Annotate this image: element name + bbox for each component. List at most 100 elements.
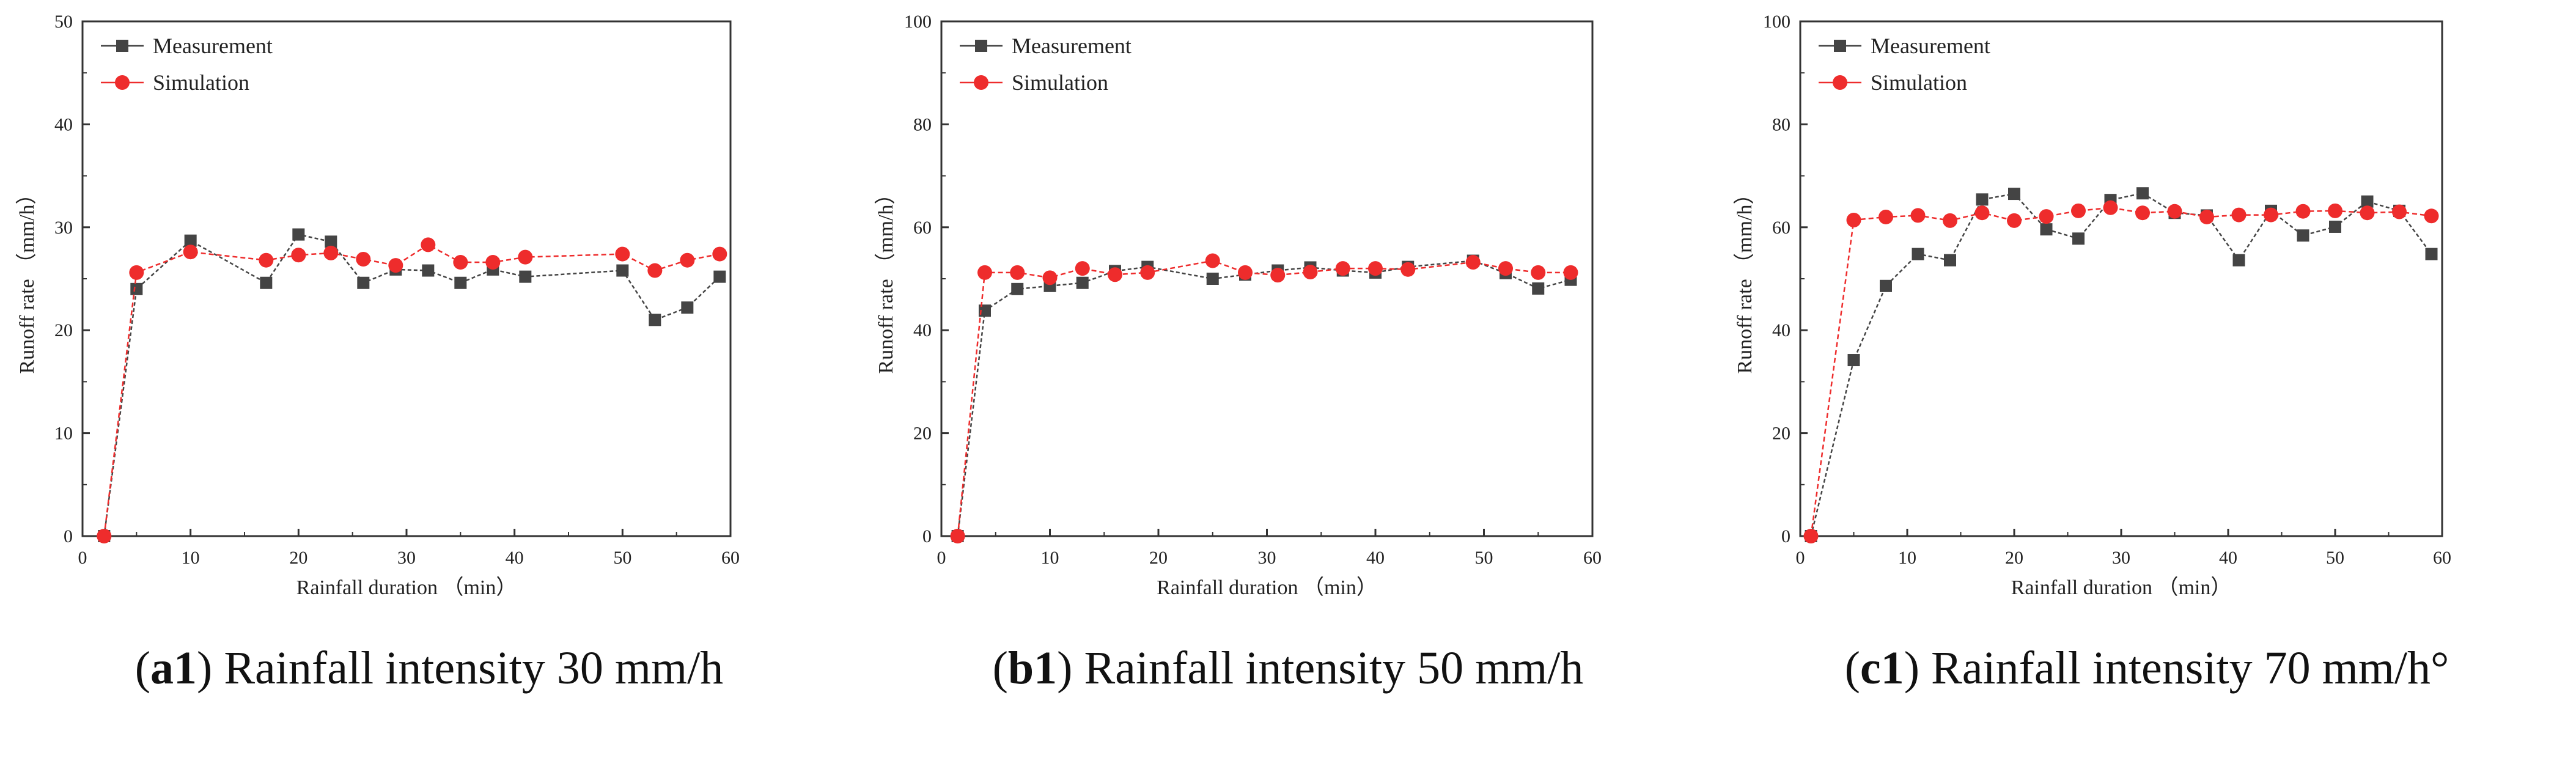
legend-marker-square — [116, 40, 128, 52]
data-point-simulation — [2392, 204, 2407, 219]
data-point-simulation — [453, 255, 468, 270]
data-point-measurement — [681, 301, 694, 314]
series-simulation — [950, 253, 1578, 543]
x-tick-label: 10 — [1898, 548, 1916, 568]
data-point-simulation — [2424, 208, 2439, 224]
chart-a1: 0 10 20 30 40 50 60 0 10 20 30 40 50 Rainfall duratio… — [15, 12, 740, 599]
data-point-measurement — [357, 276, 370, 289]
y-tick-label: 40 — [1772, 320, 1790, 340]
data-point-measurement — [260, 276, 273, 289]
plot-frame — [940, 20, 1594, 537]
legend: Measurement Simulation — [101, 34, 273, 95]
legend: Measurement Simulation — [1819, 34, 1990, 95]
data-point-simulation — [183, 245, 198, 260]
x-tick-label: 40 — [1366, 548, 1385, 568]
data-point-measurement — [1912, 248, 1924, 260]
series-measurement — [1805, 187, 2438, 542]
y-tick-label: 60 — [913, 218, 932, 238]
data-point-simulation — [1238, 265, 1253, 280]
x-tick-label: 20 — [2005, 548, 2023, 568]
x-tick-label: 10 — [182, 548, 200, 568]
x-axis-label: Rainfall duration （min） — [1157, 576, 1377, 599]
data-point-simulation — [615, 246, 630, 262]
x-tick-label: 30 — [2112, 548, 2130, 568]
y-axis-label: Runoff rate （mm/h） — [15, 184, 39, 374]
x-tick-label: 0 — [78, 548, 87, 568]
data-point-simulation — [97, 529, 112, 543]
caption-b1: (b1) Rainfall intensity 50 mm/h — [992, 642, 1584, 694]
data-point-simulation — [2360, 205, 2375, 221]
caption-c1: (c1) Rainfall intensity 70 mm/h° — [1844, 642, 2449, 694]
data-point-measurement — [2136, 187, 2149, 200]
data-point-simulation — [2103, 200, 2118, 215]
x-axis-label: Rainfall duration （min） — [296, 576, 517, 599]
data-point-measurement — [1880, 279, 1892, 292]
panel-c1: 0 10 20 30 40 50 60 0 20 40 60 80 100 Rainfall durati… — [1718, 0, 2576, 758]
y-tick-label: 0 — [1781, 526, 1790, 546]
data-point-simulation — [1042, 270, 1058, 285]
data-point-measurement — [184, 234, 197, 247]
data-point-simulation — [2039, 209, 2054, 224]
data-point-simulation — [1010, 265, 1025, 280]
data-point-simulation — [388, 258, 403, 273]
data-point-simulation — [2071, 203, 2086, 218]
data-point-simulation — [1465, 255, 1481, 270]
data-point-simulation — [2295, 204, 2311, 219]
y-tick-label: 10 — [54, 424, 73, 444]
data-point-simulation — [518, 249, 533, 265]
y-tick-label: 60 — [1772, 218, 1790, 238]
data-point-simulation — [1803, 529, 1819, 543]
data-point-simulation — [1531, 265, 1546, 280]
x-tick-label: 40 — [506, 548, 524, 568]
data-point-simulation — [1140, 265, 1155, 280]
data-point-simulation — [1335, 261, 1350, 276]
data-point-simulation — [712, 246, 727, 262]
data-point-simulation — [291, 248, 306, 263]
x-tick-label: 50 — [2326, 548, 2344, 568]
panel-b1: 0 10 20 30 40 50 60 0 20 40 60 80 100 Rainfall durati… — [859, 0, 1717, 758]
x-tick-label: 40 — [2219, 548, 2237, 568]
plot-frame — [81, 20, 732, 537]
data-point-simulation — [1879, 209, 1893, 224]
chart-b1: 0 10 20 30 40 50 60 0 20 40 60 80 100 Rainfall durati… — [874, 12, 1602, 599]
data-point-simulation — [1108, 267, 1122, 282]
data-point-measurement — [1206, 273, 1219, 285]
data-point-simulation — [259, 252, 274, 268]
data-point-simulation — [421, 237, 436, 252]
data-point-measurement — [422, 264, 435, 277]
y-tick-label: 20 — [1772, 424, 1790, 444]
data-point-simulation — [1075, 261, 1090, 276]
legend-marker-circle — [115, 75, 130, 90]
data-point-measurement — [1076, 276, 1089, 289]
y-axis-label: Runoff rate （mm/h） — [1733, 184, 1756, 374]
x-tick-label: 60 — [721, 548, 740, 568]
legend-marker-square — [1834, 40, 1846, 52]
series-line — [957, 260, 1571, 537]
data-point-simulation — [356, 252, 371, 267]
data-point-measurement — [1847, 354, 1860, 367]
data-point-measurement — [2072, 232, 2085, 245]
y-tick-label: 100 — [904, 12, 932, 32]
data-point-measurement — [616, 264, 629, 277]
data-point-simulation — [485, 255, 501, 270]
data-point-simulation — [950, 529, 965, 543]
x-tick-label: 30 — [1258, 548, 1276, 568]
x-tick-label: 0 — [1796, 548, 1805, 568]
caption-text: Rainfall intensity 30 mm/h — [224, 642, 724, 694]
caption-a1: (a1) Rainfall intensity 30 mm/h — [134, 642, 724, 694]
data-point-simulation — [1846, 213, 1861, 228]
x-tick-label: 50 — [1475, 548, 1493, 568]
data-point-measurement — [1944, 254, 1956, 267]
data-point-measurement — [2040, 223, 2053, 236]
data-point-simulation — [129, 265, 144, 280]
legend-marker-circle — [974, 75, 988, 90]
data-point-measurement — [1011, 282, 1024, 295]
legend-marker-circle — [1833, 75, 1847, 90]
x-tick-label: 60 — [1583, 548, 1602, 568]
legend: Measurement Simulation — [960, 34, 1132, 95]
data-point-measurement — [2008, 188, 2020, 201]
data-point-measurement — [519, 270, 532, 283]
plot-frame — [1799, 20, 2443, 537]
data-point-measurement — [2329, 220, 2341, 233]
data-point-simulation — [1205, 253, 1220, 268]
